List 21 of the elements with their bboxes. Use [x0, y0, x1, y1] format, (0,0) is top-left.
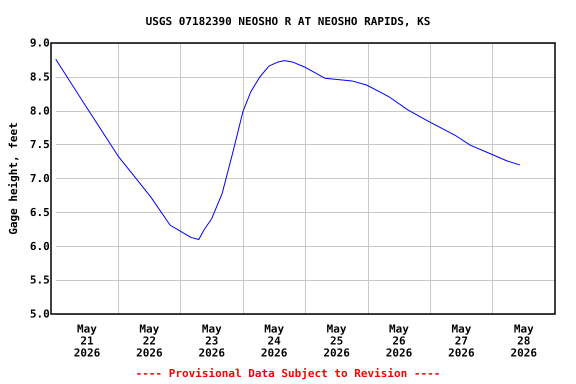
y-tick-label: 7.5: [30, 138, 50, 152]
y-tick-label: 6.0: [30, 240, 50, 253]
x-tick-label: May 25 2026: [323, 322, 350, 360]
text: ---- Provisional Data Subject to Revision ----: [136, 367, 440, 380]
x-tick-label: May 24 2026: [260, 322, 288, 360]
y-tick-label: 5.0: [30, 308, 50, 320]
y-tick-label: 7.0: [30, 172, 50, 185]
y-tick-label: 8.5: [30, 70, 50, 84]
y-tick-label: 6.5: [30, 206, 50, 219]
x-tick-label: May 21 2026: [74, 322, 101, 360]
y-axis-title: Gage height, feet: [7, 122, 20, 235]
x-tick-label: May 28 2026: [510, 322, 538, 360]
y-tick-label: 5.5: [30, 274, 50, 287]
x-tick-label: May 22 2026: [136, 322, 163, 360]
y-tick-label: 8.0: [30, 104, 50, 118]
x-tick-label: May 23 2026: [198, 322, 226, 360]
chart-title: USGS 07182390 NEOSHO R AT NEOSHO RAPIDS, KS: [146, 15, 430, 28]
x-tick-label: May 26 2026: [386, 322, 413, 360]
line-series: [55, 58, 520, 240]
x-tick-label: May 27 2026: [448, 322, 476, 360]
y-tick-label: 9.0: [30, 36, 50, 50]
